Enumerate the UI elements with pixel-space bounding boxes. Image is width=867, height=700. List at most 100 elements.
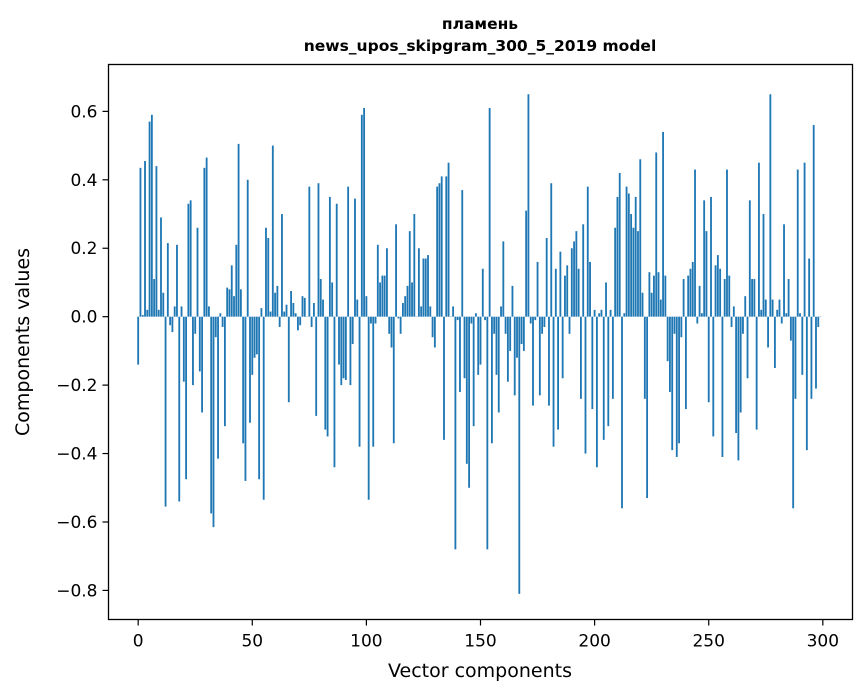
bar-4: [146, 310, 148, 317]
bar-242: [690, 269, 692, 317]
bar-232: [667, 317, 669, 361]
bar-226: [653, 276, 655, 317]
bar-182: [553, 317, 555, 447]
bar-192: [575, 231, 577, 317]
bar-88: [338, 317, 340, 365]
bar-218: [635, 197, 637, 317]
bar-118: [407, 286, 409, 317]
bar-254: [717, 255, 719, 317]
bar-293: [806, 317, 808, 450]
bar-27: [199, 317, 201, 372]
bar-177: [541, 317, 543, 334]
bar-72: [302, 296, 304, 317]
bar-138: [452, 306, 454, 316]
bar-236: [676, 317, 678, 457]
bar-32: [210, 317, 212, 514]
bar-298: [817, 317, 819, 327]
bar-280: [776, 310, 778, 317]
bar-131: [436, 187, 438, 317]
bar-152: [484, 317, 486, 320]
bar-264: [740, 317, 742, 413]
bar-153: [486, 317, 488, 550]
bar-162: [507, 317, 509, 382]
bar-172: [530, 317, 532, 324]
bar-245: [696, 317, 698, 324]
bar-84: [329, 197, 331, 317]
bar-112: [393, 317, 395, 444]
bar-127: [427, 255, 429, 317]
bar-40: [229, 289, 231, 316]
bar-205: [605, 282, 607, 316]
bar-202: [598, 313, 600, 316]
bar-282: [781, 317, 783, 324]
bar-164: [512, 286, 514, 317]
bar-289: [797, 170, 799, 317]
bar-217: [633, 228, 635, 317]
bar-3: [144, 161, 146, 317]
bar-227: [655, 152, 657, 316]
bar-149: [477, 317, 479, 375]
bar-275: [765, 300, 767, 317]
bar-34: [215, 317, 217, 338]
bar-214: [626, 187, 628, 317]
bar-251: [710, 197, 712, 317]
bar-159: [500, 306, 502, 316]
bar-114: [397, 317, 399, 319]
bar-70: [297, 317, 299, 331]
bar-135: [445, 176, 447, 316]
y-tick-label: 0.6: [70, 102, 97, 122]
bar-150: [480, 317, 482, 365]
x-tick-label: 300: [807, 632, 839, 652]
bar-270: [753, 279, 755, 317]
bar-139: [454, 317, 456, 550]
bar-244: [694, 170, 696, 317]
bar-108: [384, 276, 386, 317]
y-tick-label: 0.2: [70, 239, 97, 259]
bar-173: [532, 317, 534, 406]
bar-136: [448, 163, 450, 317]
bar-26: [197, 228, 199, 317]
bar-102: [370, 317, 372, 324]
bar-179: [546, 238, 548, 317]
bar-120: [411, 282, 413, 316]
bar-250: [708, 317, 710, 403]
y-axis-ticks: 0.60.40.20.0−0.2−0.4−0.6−0.8: [56, 102, 108, 601]
bar-163: [509, 317, 511, 351]
bar-231: [664, 276, 666, 317]
bar-186: [562, 317, 564, 379]
bar-223: [646, 317, 648, 498]
bar-228: [658, 272, 660, 316]
bar-272: [758, 163, 760, 317]
bar-185: [559, 252, 561, 317]
bar-133: [441, 176, 443, 316]
bar-286: [790, 317, 792, 341]
bar-80: [320, 279, 322, 317]
bar-83: [327, 317, 329, 437]
bar-9: [158, 310, 160, 317]
bar-16: [174, 306, 176, 316]
bar-1: [140, 168, 142, 317]
bar-50: [251, 317, 253, 375]
bar-10: [160, 217, 162, 316]
y-tick-label: −0.8: [56, 581, 97, 601]
bar-168: [521, 317, 523, 344]
bar-97: [359, 317, 361, 447]
bar-0: [137, 317, 139, 365]
bar-183: [555, 269, 557, 317]
bar-189: [569, 317, 571, 334]
bar-79: [318, 183, 320, 316]
bar-21: [185, 317, 187, 480]
bar-123: [418, 248, 420, 316]
bar-62: [279, 317, 281, 327]
bar-38: [224, 317, 226, 426]
bar-14: [169, 317, 171, 326]
bar-11: [162, 293, 164, 317]
bar-277: [769, 94, 771, 316]
bar-201: [596, 317, 598, 468]
bar-288: [795, 317, 797, 399]
y-tick-label: 0.4: [70, 171, 97, 191]
bar-87: [336, 204, 338, 317]
bar-243: [692, 262, 694, 317]
bar-105: [377, 245, 379, 317]
